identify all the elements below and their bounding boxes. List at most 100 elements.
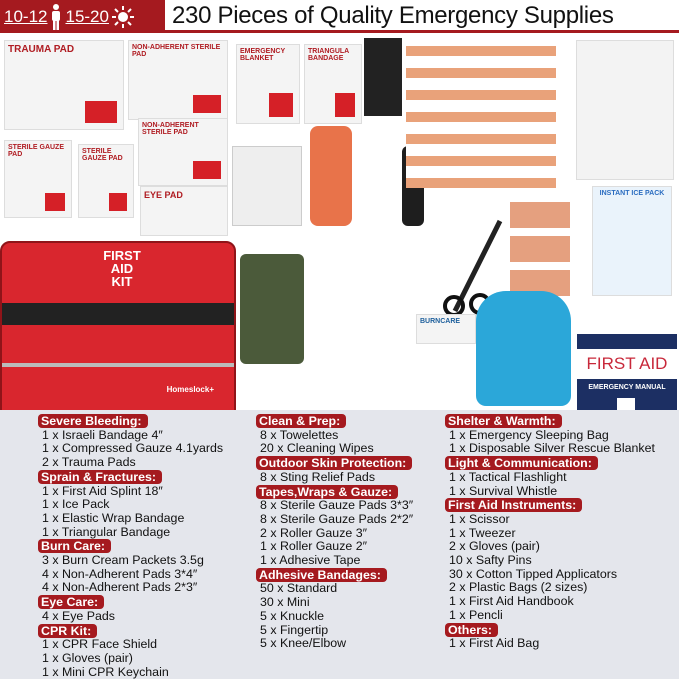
section-heading: Shelter & Warmth: [445, 414, 562, 428]
non-adherent-pad: NON-ADHERENT STERILE PAD [128, 40, 228, 120]
list-item: 50 x Standard [260, 581, 338, 596]
list-item: 1 x First Aid Splint 18″ [42, 483, 163, 498]
bag-label: FIRST AID KIT [103, 248, 141, 289]
list-item: 1 x CPR Face Shield [42, 637, 158, 652]
contents-column-3: Shelter & Warmth: 1 x Emergency Sleeping … [445, 414, 655, 651]
page-title: 230 Pieces of Quality Emergency Supplies [172, 2, 614, 29]
person-icon [52, 3, 61, 30]
burncare-packet: BURNCARE [416, 314, 476, 344]
sterile-gauze-pad: STERILE GAUZE PAD [4, 140, 72, 218]
section-heading: Eye Care: [38, 595, 105, 610]
section-heading-row: Burn Care: [38, 539, 223, 554]
bag-strap [2, 303, 234, 325]
reflective-stripe [2, 363, 234, 367]
age-badge: 10-12 15-20 [0, 0, 165, 33]
adhesive-bandages [406, 38, 556, 188]
section-heading-row: CPR Kit: [38, 623, 223, 639]
list-item: 1 x Scissor [449, 511, 510, 526]
section-heading-row: Adhesive Bandages: [256, 567, 413, 583]
list-item: 8 x Sting Relief Pads [260, 469, 376, 484]
list-item: 4 x Non-Adherent Pads 3*4″ [42, 566, 198, 581]
instant-ice-pack: INSTANT ICE PACK [592, 186, 672, 296]
section-heading-row: Clean & Prep: [256, 414, 413, 429]
list-item: 1 x Elastic Wrap Bandage [42, 510, 185, 525]
sterile-gauze-pad-small: STERILE GAUZE PAD [78, 144, 134, 218]
contents-list: Severe Bleeding: 1 x Israeli Bandage 4″ 1 … [0, 410, 679, 679]
contents-column-1: Severe Bleeding: 1 x Israeli Bandage 4″ 1 … [38, 414, 223, 679]
section-heading: Adhesive Bandages: [256, 567, 387, 582]
section-heading: Outdoor Skin Protection: [256, 456, 413, 471]
list-item: 1 x First Aid Bag [449, 636, 540, 651]
emergency-blanket: EMERGENCY BLANKET [236, 44, 300, 124]
list-item: 1 x Compressed Gauze 4.1yards [42, 441, 224, 456]
list-item: 2 x Gloves (pair) [449, 539, 540, 554]
list-item: 1 x Adhesive Tape [260, 553, 361, 568]
israeli-bandage [240, 254, 304, 364]
list-item: 10 x Safty Pins [449, 553, 532, 568]
bag-brand: Homeslock+ [166, 385, 214, 394]
section-heading: First Aid Instruments: [445, 498, 583, 513]
manual-title: FIRST AID [577, 349, 677, 379]
trauma-pad: TRAUMA PAD [4, 40, 124, 130]
product-photo: TRAUMA PAD NON-ADHERENT STERILE PAD NON-… [0, 36, 679, 445]
section-heading: Tapes,Wraps & Gauze: [256, 484, 399, 499]
list-item: 1 x Roller Gauze 2″ [260, 539, 368, 554]
section-heading-row: Shelter & Warmth: [445, 414, 655, 429]
manual-subtitle: EMERGENCY MANUAL [588, 384, 666, 391]
list-item: 1 x Disposable Silver Rescue Blanket [449, 441, 655, 456]
list-item: 30 x Mini [260, 595, 310, 610]
list-item: 2 x Trauma Pads [42, 455, 136, 470]
list-item: 3 x Burn Cream Packets 3.5g [42, 553, 204, 568]
list-item: 8 x Sterile Gauze Pads 2*2″ [260, 511, 414, 526]
list-item: 2 x Plastic Bags (2 sizes) [449, 580, 588, 595]
section-heading-row: Severe Bleeding: [38, 414, 223, 429]
list-item: 4 x Non-Adherent Pads 2*3″ [42, 580, 198, 595]
list-item: 1 x Pencli [449, 607, 503, 622]
triangular-bandage: TRIANGULA BANDAGE [304, 44, 362, 124]
list-item: 20 x Cleaning Wipes [260, 441, 374, 456]
plastic-bags [576, 40, 674, 180]
list-item: 5 x Knuckle [260, 608, 325, 623]
elastic-wrap-bandage [310, 126, 352, 226]
list-item: 5 x Fingertip [260, 622, 329, 637]
list-item: 1 x Emergency Sleeping Bag [449, 427, 609, 442]
section-heading: CPR Kit: [38, 623, 98, 638]
header-banner: 10-12 15-20 230 Pieces of Quality Emerge… [0, 0, 679, 33]
section-heading-row: Others: [445, 622, 655, 638]
age-range-2: 15-20 [65, 6, 109, 26]
list-item: 1 x First Aid Handbook [449, 594, 574, 609]
section-heading: Burn Care: [38, 539, 112, 554]
sun-icon [111, 5, 134, 28]
list-item: 1 x Israeli Bandage 4″ [42, 427, 163, 442]
section-heading: Severe Bleeding: [38, 414, 148, 428]
list-item: 5 x Knee/Elbow [260, 636, 347, 651]
list-item: 30 x Cotton Tipped Applicators [449, 566, 618, 581]
plastic-bag [232, 146, 302, 226]
section-heading: Sprain & Fractures: [38, 469, 162, 484]
section-heading-row: Outdoor Skin Protection: [256, 456, 413, 471]
age-range-1: 10-12 [4, 6, 48, 26]
list-item: 1 x Survival Whistle [449, 483, 558, 498]
gloves [476, 291, 571, 406]
section-heading: Clean & Prep: [256, 414, 347, 428]
section-heading-row: Tapes,Wraps & Gauze: [256, 484, 413, 500]
eye-pad: EYE PAD [140, 186, 228, 236]
section-heading-row: Light & Communication: [445, 456, 655, 471]
cpr-kit [364, 38, 402, 116]
list-item: 8 x Sterile Gauze Pads 3*3″ [260, 498, 414, 513]
non-adherent-pad-small: NON-ADHERENT STERILE PAD [138, 118, 228, 186]
contents-column-2: Clean & Prep: 8 x Towelettes 20 x Cleaning… [256, 414, 413, 651]
list-item: 1 x Ice Pack [42, 497, 110, 512]
section-heading: Others: [445, 622, 499, 637]
section-heading-row: Sprain & Fractures: [38, 469, 223, 485]
section-heading-row: Eye Care: [38, 595, 223, 610]
knuckle-bandages [510, 196, 570, 296]
list-item: 8 x Towelettes [260, 427, 339, 442]
list-item: 1 x Triangular Bandage [42, 524, 171, 539]
section-heading-row: First Aid Instruments: [445, 498, 655, 513]
first-aid-bag: FIRST AID KIT Homeslock+ [0, 241, 236, 426]
section-heading: Light & Communication: [445, 456, 598, 471]
list-item: 1 x Tweezer [449, 525, 516, 540]
list-item: 1 x Gloves (pair) [42, 650, 133, 665]
list-item: 4 x Eye Pads [42, 608, 116, 623]
